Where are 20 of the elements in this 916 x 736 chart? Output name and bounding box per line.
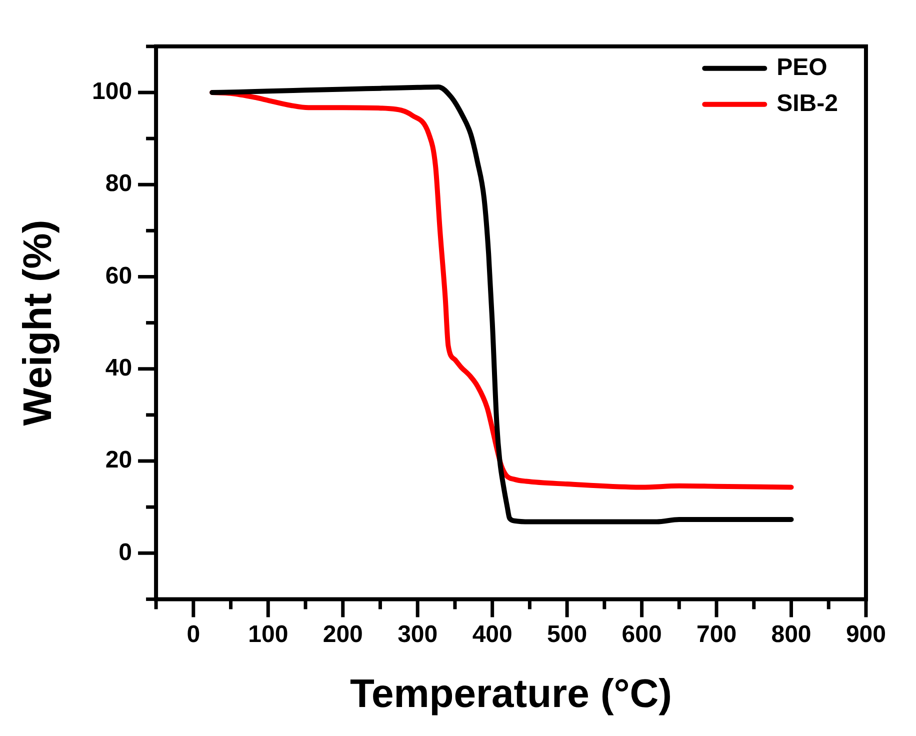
x-tick-label: 600	[622, 621, 662, 648]
x-tick-label: 700	[696, 621, 737, 648]
y-tick-label: 60	[105, 262, 132, 290]
x-tick-label: 100	[248, 621, 288, 648]
y-tick-label: 80	[105, 170, 132, 198]
y-tick-label: 0	[118, 538, 132, 566]
x-tick-label: 300	[398, 621, 438, 648]
x-tick-label: 400	[472, 621, 512, 648]
x-axis-title: Temperature (°C)	[350, 672, 672, 716]
x-tick-label: 200	[322, 621, 363, 648]
x-tick-label: 0	[186, 621, 200, 648]
x-tick-label: 800	[771, 621, 812, 648]
legend-label: PEO	[776, 54, 828, 82]
y-tick-label: 40	[105, 354, 132, 382]
x-tick-label: 900	[846, 621, 886, 648]
y-tick-label: 100	[92, 78, 132, 106]
x-tick-label: 500	[547, 621, 588, 648]
y-axis-title: Weight (%)	[16, 220, 60, 426]
y-tick-label: 20	[105, 446, 132, 474]
legend-label: SIB-2	[776, 90, 838, 118]
